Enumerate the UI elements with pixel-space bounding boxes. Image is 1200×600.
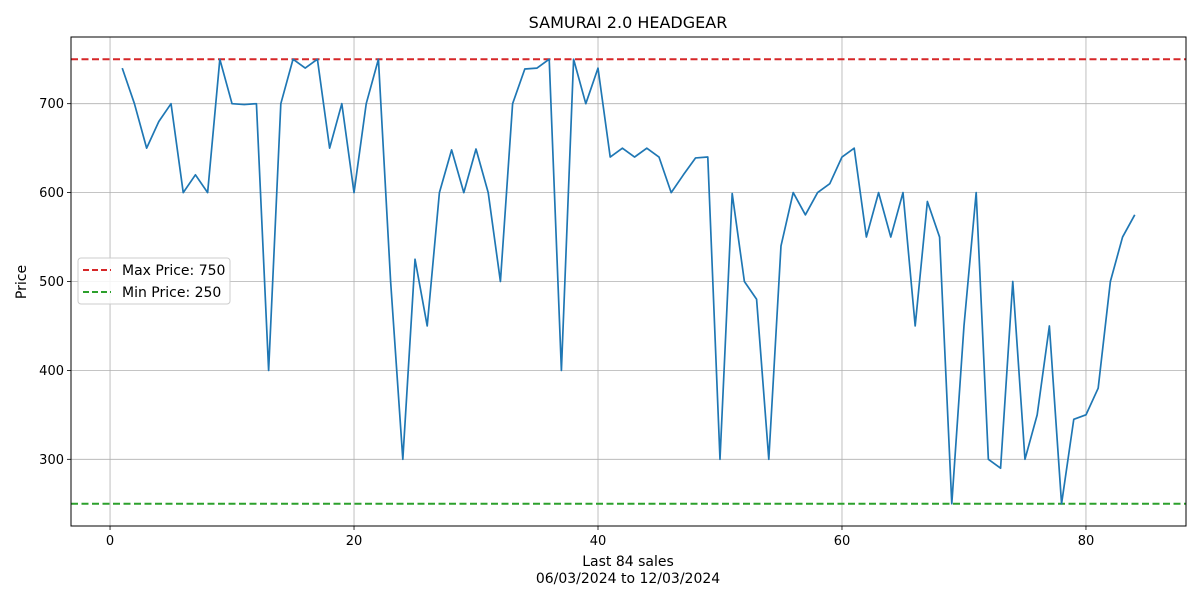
legend-frame [77,257,231,305]
legend-label-max: Max Price: 750 [122,263,225,279]
legend: Max Price: 750 Min Price: 250 [77,257,231,305]
legend-label-min: Min Price: 250 [122,285,221,301]
x-tick-label: 0 [106,534,114,549]
y-axis-title: Price [14,265,30,299]
x-tick-label: 20 [346,534,363,549]
axis-ticks: 0 20 40 60 80 300 400 500 600 700 [39,97,1094,549]
y-tick-label: 600 [39,186,64,201]
series-layer [121,58,1136,505]
x-axis-title: Last 84 sales [582,554,674,570]
y-tick-label: 400 [39,364,64,379]
y-tick-label: 700 [39,97,64,112]
x-tick-label: 40 [590,534,607,549]
x-tick-label: 60 [834,534,851,549]
y-tick-label: 300 [39,453,64,468]
price-series-line [121,58,1136,505]
x-axis-subtitle: 06/03/2024 to 12/03/2024 [536,571,720,587]
grid [71,37,1186,526]
y-tick-label: 500 [39,275,64,290]
reference-lines [71,58,1186,505]
chart-title: SAMURAI 2.0 HEADGEAR [529,13,728,32]
x-tick-label: 80 [1078,534,1095,549]
